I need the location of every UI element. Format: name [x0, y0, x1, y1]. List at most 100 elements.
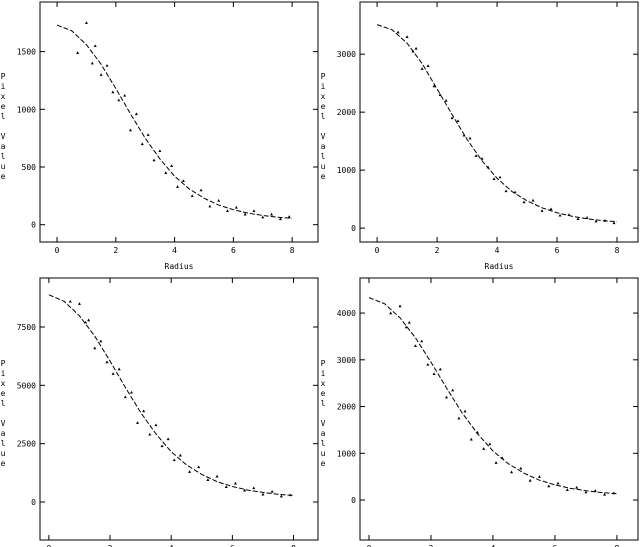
y-tick-label: 1000 — [17, 105, 36, 114]
data-point — [188, 470, 192, 473]
data-point — [405, 35, 409, 38]
data-point — [166, 437, 170, 441]
data-point — [482, 447, 486, 450]
data-point — [456, 119, 460, 123]
plot-frame — [39, 277, 319, 541]
x-tick-label: 6 — [553, 544, 558, 547]
data-point — [413, 344, 417, 347]
data-point — [612, 221, 616, 225]
y-axis-label: Pixel Value — [319, 359, 328, 469]
y-tick-label: 3000 — [337, 50, 356, 59]
y-tick-label: 2000 — [337, 403, 356, 412]
x-tick-label: 2 — [435, 246, 440, 255]
x-tick-label: 4 — [169, 544, 174, 547]
data-point — [99, 339, 103, 343]
y-tick-label: 0 — [351, 224, 356, 233]
data-point — [488, 442, 492, 446]
data-point — [261, 215, 265, 219]
data-point — [420, 67, 424, 70]
data-point — [404, 325, 408, 329]
data-point — [90, 61, 94, 65]
y-axis-label: Pixel Value — [0, 359, 8, 469]
data-point — [199, 188, 203, 192]
x-tick-label: 2 — [108, 544, 113, 547]
data-point — [77, 302, 81, 305]
data-point — [510, 470, 514, 474]
data-point — [537, 475, 541, 478]
x-axis-label: Radius — [165, 262, 194, 271]
data-point — [492, 177, 496, 181]
data-point — [504, 189, 508, 193]
plot-frame — [359, 1, 639, 243]
data-point — [540, 209, 544, 212]
data-point — [457, 416, 461, 420]
data-point — [398, 304, 402, 308]
y-tick-label: 7500 — [17, 323, 36, 332]
data-point — [396, 30, 400, 34]
data-point — [93, 346, 97, 350]
fit-line — [56, 24, 293, 219]
y-tick-label: 5000 — [17, 381, 36, 390]
x-tick-label: 4 — [491, 544, 496, 547]
data-point — [558, 213, 562, 217]
data-point — [469, 437, 473, 441]
data-point — [68, 299, 72, 303]
data-point — [243, 212, 247, 216]
data-point — [426, 362, 430, 366]
data-point — [190, 194, 194, 198]
data-point — [444, 395, 448, 399]
data-point — [444, 99, 448, 102]
data-point — [468, 136, 472, 140]
data-point — [208, 204, 212, 208]
x-tick-label: 0 — [375, 246, 380, 255]
x-tick-label: 0 — [367, 544, 372, 547]
y-tick-label: 0 — [351, 496, 356, 505]
data-point — [575, 485, 579, 489]
y-tick-label: 0 — [31, 221, 36, 230]
data-point — [215, 474, 219, 478]
data-point — [142, 409, 146, 413]
data-point — [206, 478, 210, 482]
y-tick-label: 3000 — [337, 356, 356, 365]
data-point — [432, 84, 436, 88]
y-axis-label: Pixel Value — [0, 72, 8, 182]
x-axis-label: Radius — [485, 262, 514, 271]
x-tick-label: 8 — [291, 544, 296, 547]
data-point — [584, 490, 588, 494]
data-point — [252, 209, 256, 213]
plot-frame — [39, 1, 319, 243]
data-point — [84, 21, 88, 24]
data-point — [234, 205, 238, 209]
data-point — [176, 185, 180, 188]
fit-line — [48, 294, 294, 496]
y-tick-label: 500 — [22, 163, 37, 172]
data-point — [450, 116, 454, 120]
data-point — [603, 492, 607, 496]
data-point — [123, 93, 127, 97]
data-point — [148, 432, 152, 436]
x-tick-label: 4 — [495, 246, 500, 255]
data-point — [519, 466, 523, 470]
data-point — [531, 198, 535, 202]
data-point — [225, 209, 229, 213]
data-point — [426, 64, 430, 67]
data-point — [164, 171, 168, 174]
data-point — [252, 486, 256, 490]
data-point — [99, 73, 103, 76]
x-tick-label: 6 — [555, 246, 560, 255]
x-tick-label: 4 — [172, 246, 177, 255]
data-point — [463, 409, 467, 413]
data-point — [389, 311, 393, 315]
data-point — [111, 90, 115, 94]
data-point — [154, 423, 158, 427]
data-point — [556, 481, 560, 485]
fit-line — [376, 24, 618, 223]
data-point — [87, 318, 91, 322]
plot-frame — [359, 277, 639, 541]
data-point — [414, 46, 418, 50]
data-point — [105, 63, 109, 67]
data-point — [593, 489, 597, 492]
data-point — [117, 98, 121, 102]
data-point — [158, 149, 162, 153]
data-point — [152, 158, 156, 162]
